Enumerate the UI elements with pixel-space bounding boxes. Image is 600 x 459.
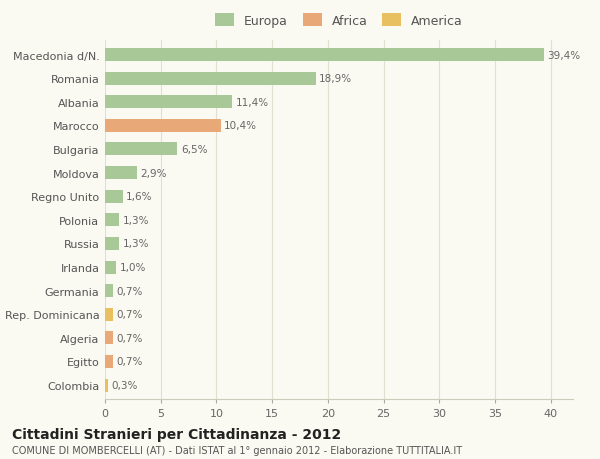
Text: 1,3%: 1,3% — [123, 215, 149, 225]
Text: 1,6%: 1,6% — [126, 192, 152, 202]
Bar — [105, 331, 113, 345]
Bar — [105, 285, 113, 297]
Text: 0,7%: 0,7% — [116, 309, 143, 319]
Text: 10,4%: 10,4% — [224, 121, 257, 131]
Text: 2,9%: 2,9% — [140, 168, 167, 178]
Bar — [105, 167, 137, 179]
Text: 1,0%: 1,0% — [119, 263, 146, 273]
Bar — [105, 214, 119, 227]
Text: 39,4%: 39,4% — [547, 50, 580, 61]
Bar — [105, 237, 119, 250]
Text: 18,9%: 18,9% — [319, 74, 352, 84]
Bar — [105, 308, 113, 321]
Bar — [105, 379, 109, 392]
Text: 0,7%: 0,7% — [116, 333, 143, 343]
Legend: Europa, Africa, America: Europa, Africa, America — [215, 14, 463, 28]
Bar — [105, 73, 316, 85]
Bar — [105, 355, 113, 368]
Bar — [105, 190, 123, 203]
Text: COMUNE DI MOMBERCELLI (AT) - Dati ISTAT al 1° gennaio 2012 - Elaborazione TUTTIT: COMUNE DI MOMBERCELLI (AT) - Dati ISTAT … — [12, 445, 462, 455]
Bar — [105, 143, 178, 156]
Text: 1,3%: 1,3% — [123, 239, 149, 249]
Bar — [105, 261, 116, 274]
Text: 11,4%: 11,4% — [235, 98, 268, 107]
Text: 0,7%: 0,7% — [116, 357, 143, 367]
Bar — [105, 96, 232, 109]
Bar — [105, 120, 221, 133]
Text: 0,3%: 0,3% — [112, 380, 138, 390]
Text: 0,7%: 0,7% — [116, 286, 143, 296]
Text: 6,5%: 6,5% — [181, 145, 207, 155]
Bar — [105, 49, 544, 62]
Text: Cittadini Stranieri per Cittadinanza - 2012: Cittadini Stranieri per Cittadinanza - 2… — [12, 427, 341, 441]
